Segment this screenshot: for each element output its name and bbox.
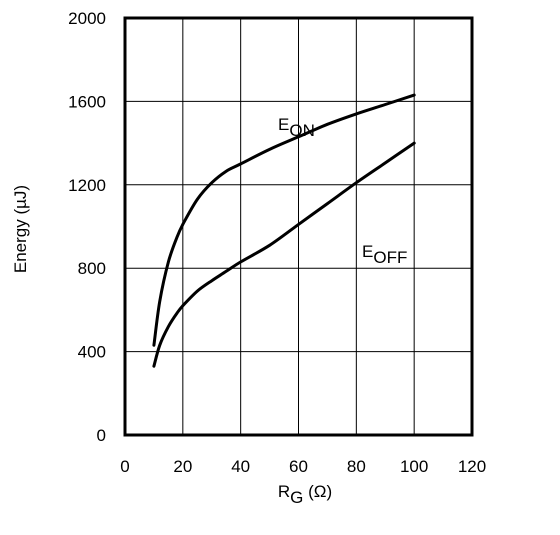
y-tick-label-5: 2000 (68, 9, 106, 28)
plot-frame (123, 16, 474, 437)
grid-lines (125, 18, 472, 435)
x-tick-label-3: 60 (289, 457, 308, 476)
y-tick-label-1: 400 (78, 343, 106, 362)
y-axis-label: Energy (µJ) (11, 185, 30, 273)
x-tick-label-0: 0 (120, 457, 129, 476)
y-tick-label-0: 0 (97, 426, 106, 445)
y-tick-labels: 0 400 800 1200 1600 2000 (68, 9, 106, 445)
x-tick-labels: 0 20 40 60 80 100 120 (120, 457, 486, 476)
x-tick-label-5: 100 (400, 457, 428, 476)
x-tick-label-2: 40 (231, 457, 250, 476)
x-tick-label-6: 120 (458, 457, 486, 476)
x-tick-label-4: 80 (347, 457, 366, 476)
y-tick-label-3: 1200 (68, 176, 106, 195)
series-label-e-on: EON (278, 115, 315, 140)
y-tick-label-2: 800 (78, 259, 106, 278)
series-line-e-on (152, 93, 416, 347)
data-series (152, 93, 416, 368)
series-line-e-off (152, 141, 416, 368)
series-labels: EON EOFF (278, 115, 407, 267)
x-tick-label-1: 20 (173, 457, 192, 476)
y-tick-label-4: 1600 (68, 92, 106, 111)
series-label-e-off: EOFF (362, 242, 407, 267)
x-axis-label: RG (Ω) (278, 482, 332, 507)
